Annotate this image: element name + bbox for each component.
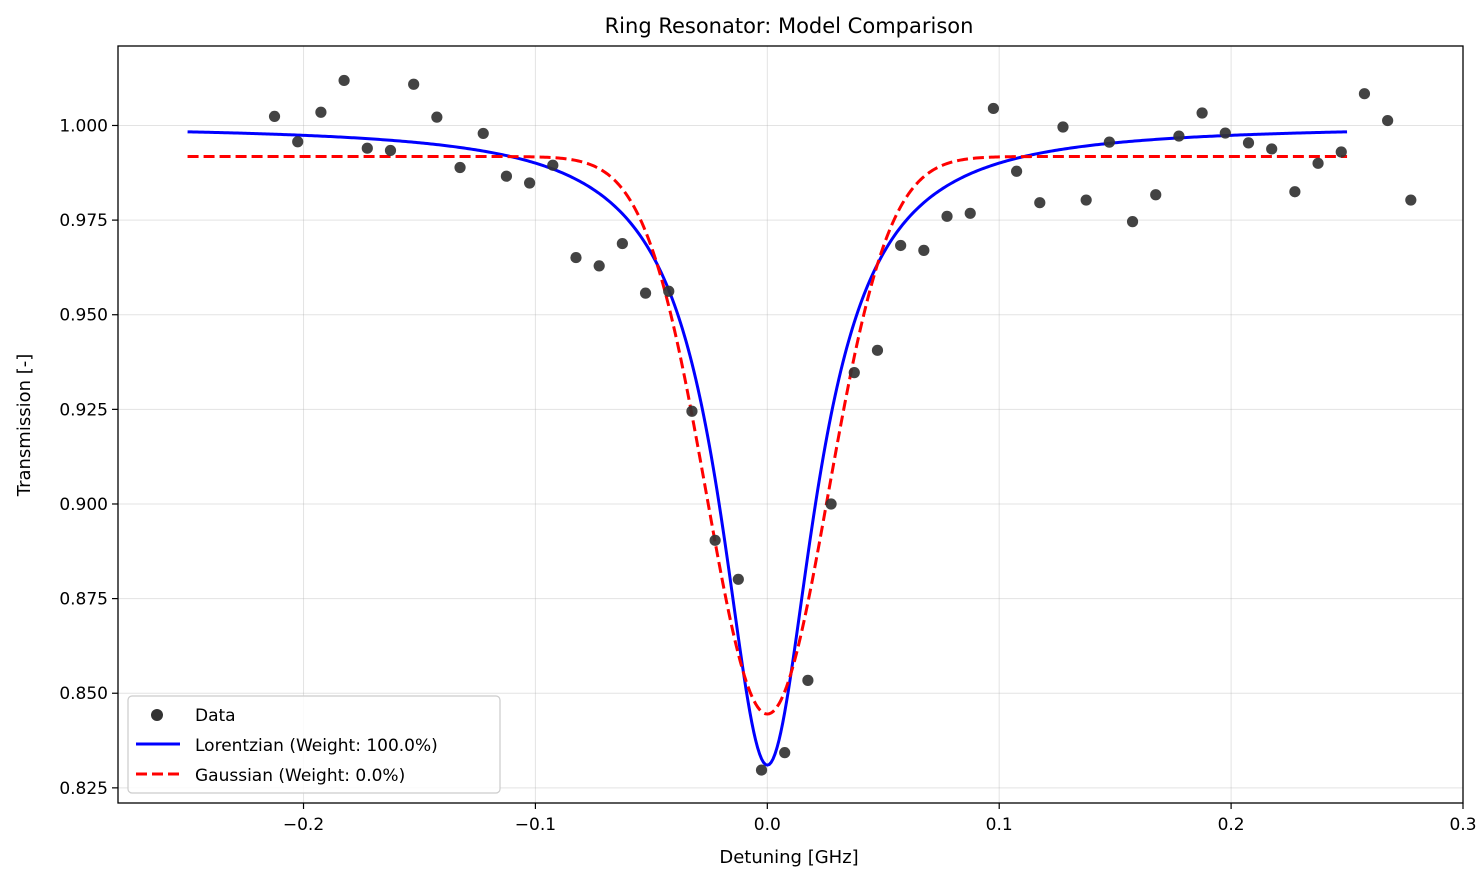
y-tick-label: 0.900 bbox=[59, 495, 108, 515]
y-tick-label: 0.850 bbox=[59, 684, 108, 704]
data-point bbox=[361, 142, 373, 154]
data-point bbox=[547, 159, 559, 171]
data-point bbox=[639, 287, 652, 299]
data-point bbox=[1335, 146, 1347, 158]
x-tick-label: 0.0 bbox=[754, 815, 781, 835]
data-point bbox=[1150, 189, 1162, 201]
data-point bbox=[1173, 130, 1185, 142]
x-tick-label: 0.2 bbox=[1218, 815, 1245, 835]
y-tick-label: 0.875 bbox=[59, 590, 108, 610]
x-tick-label: −0.1 bbox=[515, 815, 556, 835]
legend-label-data: Data bbox=[195, 706, 236, 726]
data-point bbox=[871, 344, 884, 356]
data-point bbox=[315, 106, 327, 118]
data-point bbox=[709, 534, 721, 546]
legend: Data Lorentzian (Weight: 100.0%) Gaussia… bbox=[127, 695, 501, 794]
y-tick-label: 1.000 bbox=[59, 116, 108, 136]
data-point bbox=[964, 207, 976, 219]
data-point bbox=[1382, 114, 1394, 127]
data-point bbox=[500, 170, 513, 182]
data-point bbox=[779, 747, 791, 759]
y-tick-label: 0.925 bbox=[59, 400, 108, 420]
data-point bbox=[431, 111, 443, 123]
data-point bbox=[616, 237, 628, 250]
data-point bbox=[593, 260, 605, 272]
axis-ticks: −0.2 −0.1 0.0 0.1 0.2 0.3 0.825 0.850 0.875 0.900… bbox=[59, 116, 1476, 835]
data-point bbox=[1266, 143, 1278, 155]
data-point bbox=[292, 136, 304, 148]
data-point bbox=[686, 405, 698, 417]
data-point bbox=[802, 674, 814, 686]
data-point bbox=[895, 239, 907, 252]
y-tick-label: 0.975 bbox=[59, 211, 108, 231]
scatter-points bbox=[268, 74, 1417, 776]
data-point bbox=[1358, 88, 1371, 100]
data-point bbox=[454, 161, 466, 174]
x-tick-label: −0.2 bbox=[283, 815, 324, 835]
y-tick-label: 0.950 bbox=[59, 306, 108, 326]
data-point bbox=[1219, 127, 1231, 139]
data-point bbox=[1312, 157, 1324, 169]
data-point bbox=[477, 127, 489, 140]
series-lines bbox=[187, 130, 1348, 767]
data-point bbox=[408, 78, 420, 90]
lorentzian-fit-line bbox=[187, 130, 1348, 767]
data-point bbox=[1034, 197, 1046, 209]
chart-title: Ring Resonator: Model Comparison bbox=[605, 14, 974, 38]
data-point bbox=[1057, 121, 1069, 133]
data-point bbox=[732, 573, 744, 585]
y-axis-title: Transmission [-] bbox=[14, 354, 35, 498]
data-point bbox=[1103, 136, 1115, 148]
legend-label-lorentzian: Lorentzian (Weight: 100.0%) bbox=[195, 736, 438, 756]
data-point bbox=[384, 144, 397, 157]
data-point bbox=[570, 251, 582, 264]
legend-box bbox=[127, 695, 501, 794]
x-axis-title: Detuning [GHz] bbox=[719, 847, 858, 868]
data-point bbox=[755, 764, 768, 776]
data-point bbox=[1289, 186, 1301, 198]
data-point bbox=[663, 285, 675, 297]
data-point bbox=[524, 177, 536, 189]
data-point bbox=[1126, 216, 1139, 228]
gaussian-fit-line bbox=[187, 155, 1348, 716]
data-point bbox=[987, 102, 1000, 115]
data-point bbox=[1242, 137, 1255, 149]
data-point bbox=[918, 244, 930, 256]
data-point bbox=[848, 367, 860, 379]
data-point bbox=[1196, 107, 1208, 119]
data-point bbox=[338, 74, 350, 87]
data-point bbox=[1405, 194, 1417, 206]
x-tick-label: 0.3 bbox=[1449, 815, 1476, 835]
data-point bbox=[825, 498, 837, 510]
legend-label-gaussian: Gaussian (Weight: 0.0%) bbox=[195, 766, 405, 786]
grid bbox=[118, 46, 1464, 803]
x-tick-label: 0.1 bbox=[986, 815, 1013, 835]
data-point bbox=[268, 110, 281, 123]
data-point bbox=[1080, 194, 1092, 206]
legend-data-marker bbox=[151, 709, 163, 721]
data-point bbox=[1010, 165, 1023, 177]
y-tick-label: 0.825 bbox=[59, 779, 108, 799]
data-point bbox=[941, 210, 953, 222]
plot-area-frame bbox=[117, 45, 1464, 804]
